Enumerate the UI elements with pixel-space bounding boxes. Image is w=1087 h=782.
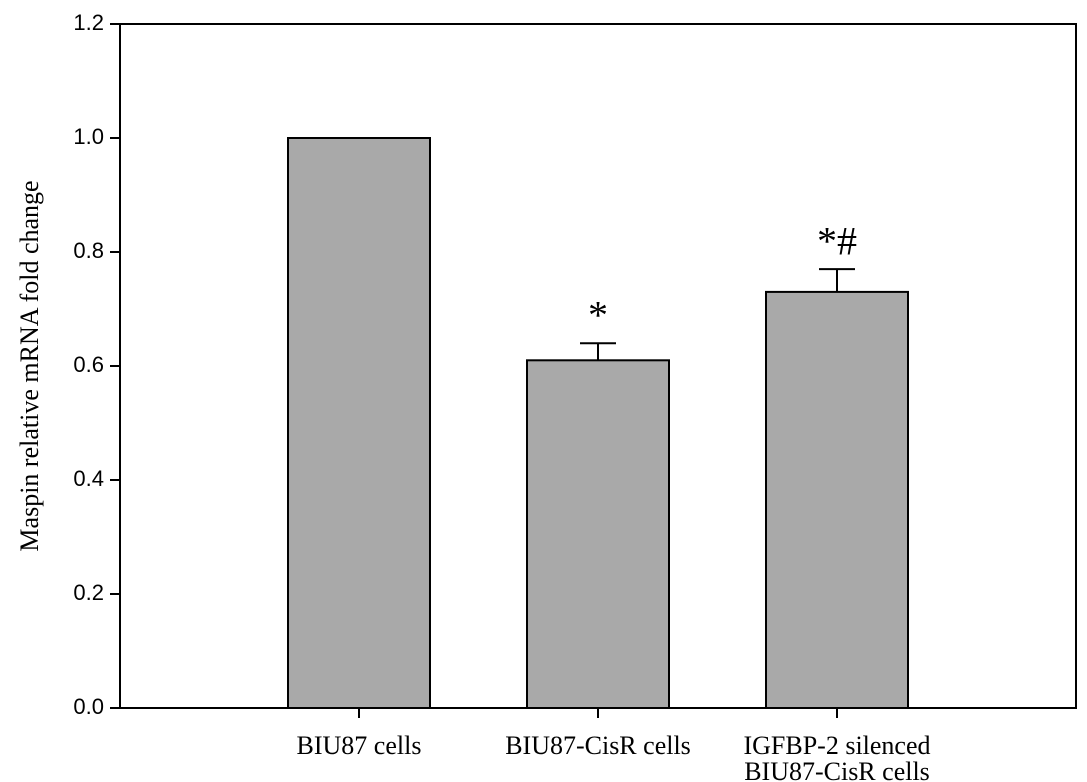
y-tick-label: 1.2	[73, 10, 104, 35]
bar	[287, 137, 431, 709]
error-bar	[580, 342, 616, 361]
bar	[765, 290, 909, 709]
x-tick-label: BIU87 cells	[297, 731, 422, 760]
y-tick-label: 0.8	[73, 238, 104, 263]
y-axis-title: Maspin relative mRNA fold change	[15, 180, 44, 551]
y-tick-label: 0.0	[73, 694, 104, 719]
y-tick-label: 1.0	[73, 124, 104, 149]
bar	[526, 359, 670, 709]
annotation: *	[588, 292, 608, 337]
y-tick-label: 0.4	[73, 466, 104, 491]
x-tick-label: IGFBP-2 silenced BIU87-CisR cells	[743, 731, 930, 782]
y-tick-label: 0.2	[73, 580, 104, 605]
x-tick-label: BIU87-CisR cells	[505, 731, 691, 760]
error-bar	[819, 268, 855, 292]
y-tick-label: 0.6	[73, 352, 104, 377]
annotation: *#	[817, 218, 857, 263]
